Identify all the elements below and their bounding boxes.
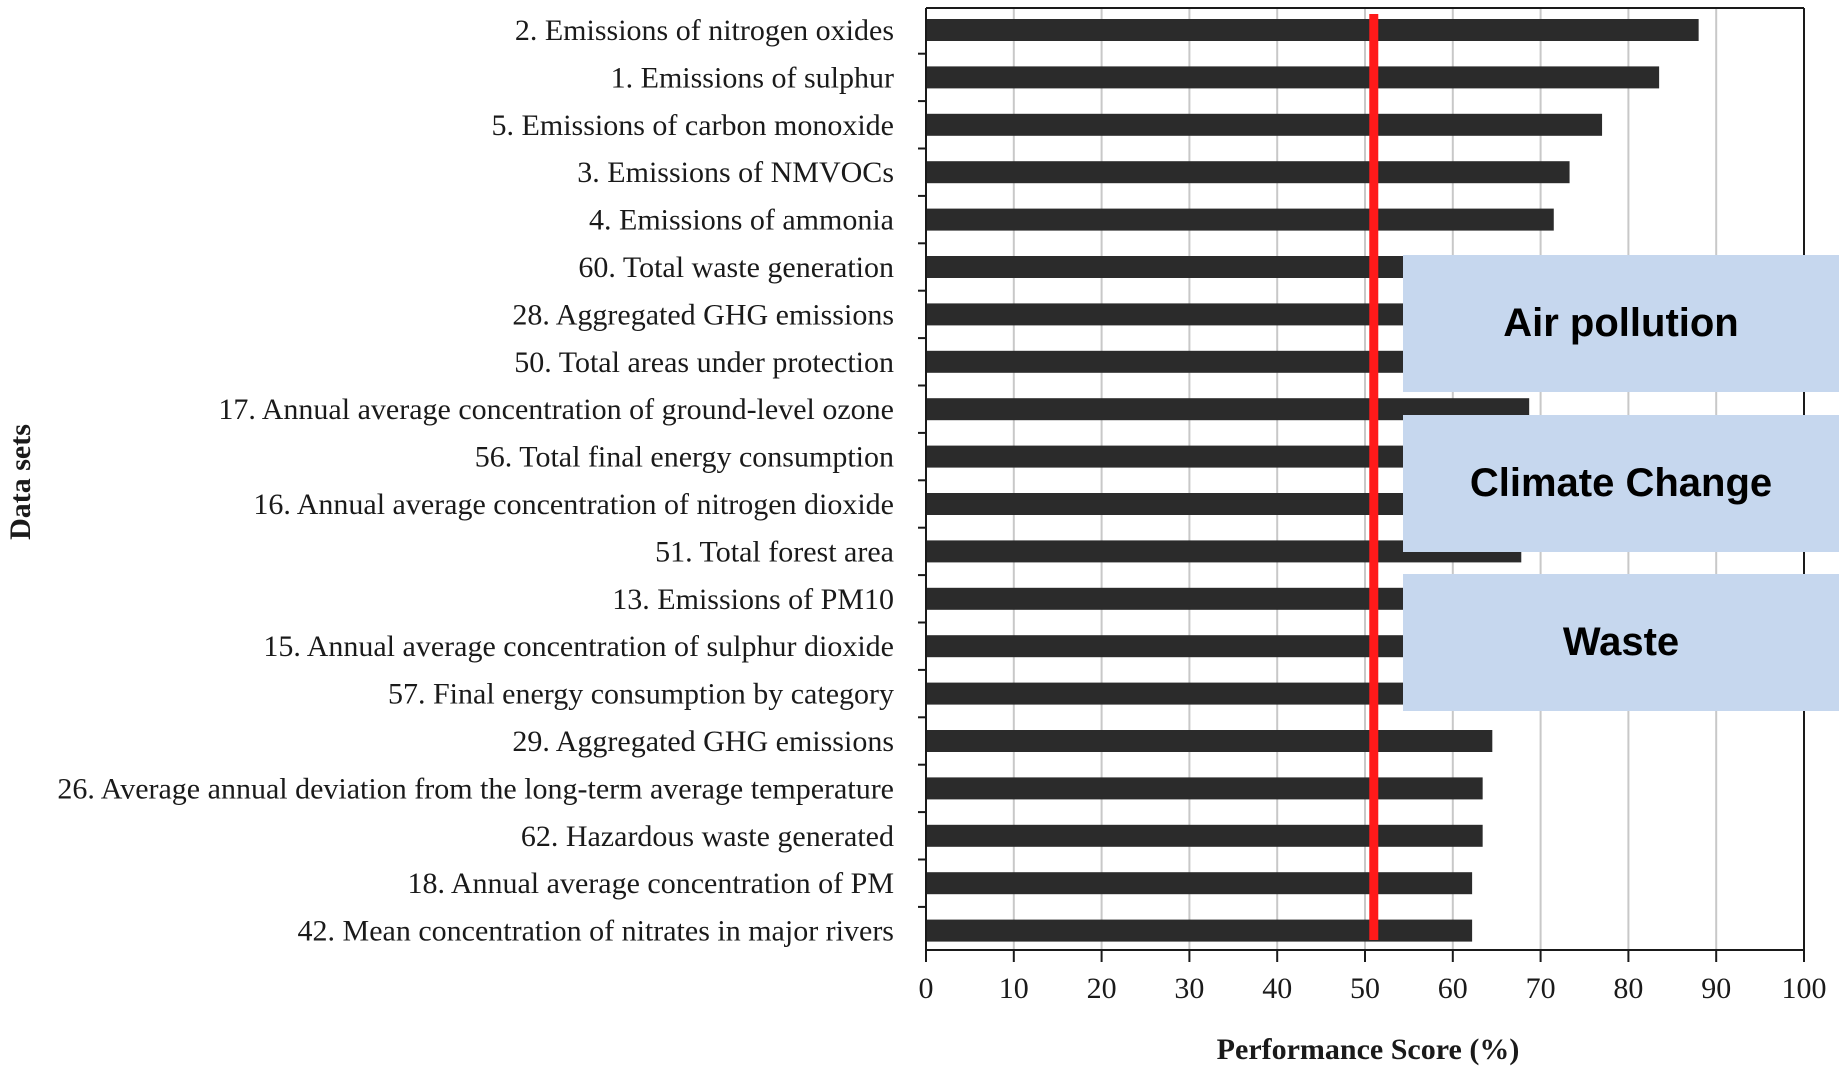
bar xyxy=(926,350,1532,373)
overlay-waste: Waste xyxy=(1403,574,1839,711)
bar xyxy=(926,113,1603,136)
category-label: 13. Emissions of PM10 xyxy=(612,583,894,616)
x-tick-label: 30 xyxy=(1174,972,1204,1005)
bars xyxy=(926,19,1699,942)
x-tick-label: 90 xyxy=(1701,972,1731,1005)
category-label: 56. Total final energy consumption xyxy=(475,441,894,474)
bar xyxy=(926,777,1483,800)
category-label: 2. Emissions of nitrogen oxides xyxy=(515,14,894,47)
category-label: 1. Emissions of sulphur xyxy=(611,61,894,94)
x-tick-label: 80 xyxy=(1613,972,1643,1005)
category-label: 16. Annual average concentration of nitr… xyxy=(253,488,894,521)
y-axis-title: Data sets xyxy=(4,424,37,540)
x-axis: 0 10 20 30 40 50 60 70 80 90 100 xyxy=(918,7,1827,1005)
x-tick-label: 100 xyxy=(1782,972,1827,1005)
category-label: 29. Aggregated GHG emissions xyxy=(512,725,894,758)
x-tick-label: 60 xyxy=(1438,972,1468,1005)
bar xyxy=(926,398,1530,421)
bar xyxy=(926,66,1660,89)
category-label: 57. Final energy consumption by category xyxy=(388,678,894,711)
category-label: 4. Emissions of ammonia xyxy=(589,204,894,237)
bar xyxy=(926,208,1554,231)
bar xyxy=(926,161,1570,184)
category-label: 60. Total waste generation xyxy=(578,251,894,284)
x-tick-label: 20 xyxy=(1087,972,1117,1005)
bar xyxy=(926,635,1510,658)
x-tick-label: 70 xyxy=(1526,972,1556,1005)
x-tick-label: 0 xyxy=(919,972,934,1005)
x-tick-label: 40 xyxy=(1262,972,1292,1005)
category-label: 28. Aggregated GHG emissions xyxy=(512,298,894,331)
bar xyxy=(926,872,1473,895)
category-label: 18. Annual average concentration of PM xyxy=(407,867,894,900)
x-tick-label: 50 xyxy=(1350,972,1380,1005)
bar xyxy=(926,303,1535,326)
category-label: 5. Emissions of carbon monoxide xyxy=(492,109,894,142)
bar xyxy=(926,730,1493,752)
category-label: 62. Hazardous waste generated xyxy=(521,820,894,853)
category-label: 26. Average annual deviation from the lo… xyxy=(57,772,894,805)
x-axis-title: Performance Score (%) xyxy=(1217,1033,1520,1066)
overlay-climate-change: Climate Change xyxy=(1403,415,1839,552)
bar xyxy=(926,19,1699,41)
category-label: 17. Annual average concentration of grou… xyxy=(218,393,894,426)
category-label: 50. Total areas under protection xyxy=(514,346,894,379)
bar xyxy=(926,682,1505,705)
bar xyxy=(926,919,1473,942)
category-label: 15. Annual average concentration of sulp… xyxy=(263,630,894,663)
category-label: 42. Mean concentration of nitrates in ma… xyxy=(298,915,894,948)
category-label: 3. Emissions of NMVOCs xyxy=(577,156,894,189)
bar xyxy=(926,824,1483,847)
bar xyxy=(926,256,1538,278)
bar xyxy=(926,587,1516,610)
overlay-air-pollution: Air pollution xyxy=(1403,255,1839,392)
category-labels: 2. Emissions of nitrogen oxides 1. Emissi… xyxy=(57,14,894,948)
category-label: 51. Total forest area xyxy=(655,535,894,568)
x-tick-label: 10 xyxy=(999,972,1029,1005)
